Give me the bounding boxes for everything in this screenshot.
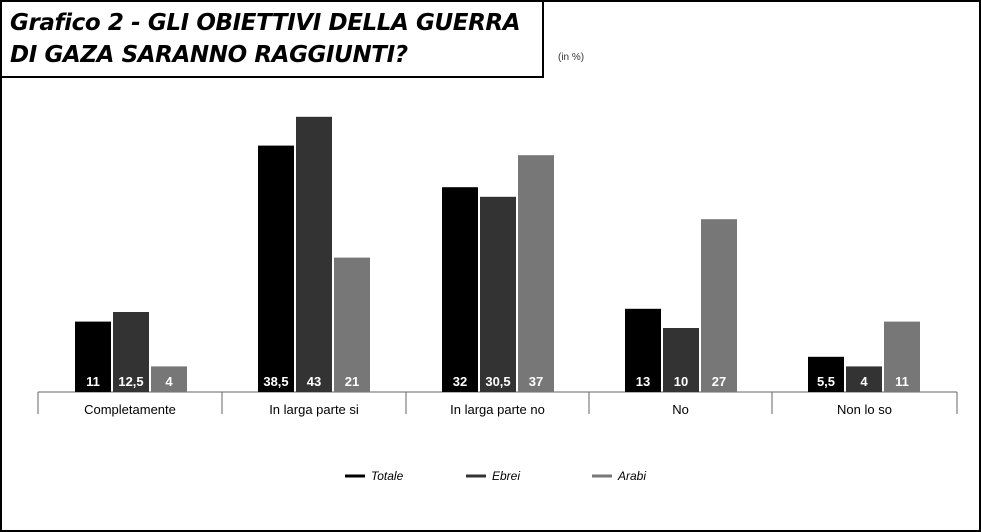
data-label-arabi-1: 4 [165,374,173,389]
legend-label-totale: Totale [371,469,404,483]
category-label-3: In larga parte no [450,402,545,417]
data-label-ebrei-5: 4 [860,374,868,389]
data-label-arabi-2: 21 [345,374,359,389]
chart-title-box: Grafico 2 - GLI OBIETTIVI DELLA GUERRA D… [2,2,544,78]
data-label-arabi-3: 37 [529,374,543,389]
data-label-ebrei-1: 12,5 [118,374,143,389]
category-label-5: Non lo so [837,402,892,417]
data-label-totale-4: 13 [636,374,650,389]
bar-arabi-5 [884,321,920,392]
bar-totale-5 [808,356,844,392]
legend-label-arabi: Arabi [617,469,646,483]
bar-ebrei-5 [846,366,882,392]
bar-arabi-2 [334,257,370,392]
category-label-1: Completamente [84,402,176,417]
bar-ebrei-2 [296,116,332,393]
data-label-ebrei-4: 10 [674,374,688,389]
category-label-2: In larga parte si [269,402,359,417]
bar-totale-2 [258,145,294,392]
bar-arabi-1 [151,366,187,392]
bar-totale-4 [625,308,661,392]
bar-ebrei-4 [663,328,699,392]
bar-ebrei-3 [480,196,516,392]
data-label-ebrei-3: 30,5 [485,374,510,389]
data-label-totale-1: 11 [86,374,100,389]
data-label-totale-5: 5,5 [817,374,835,389]
bar-arabi-4 [701,219,737,392]
bar-totale-1 [75,321,111,392]
data-label-arabi-4: 27 [712,374,726,389]
legend-label-ebrei: Ebrei [492,469,520,483]
data-label-totale-3: 32 [453,374,467,389]
chart-title-line-1: Grafico 2 - GLI OBIETTIVI DELLA GUERRA [10,10,521,36]
data-label-arabi-5: 11 [895,374,909,389]
bar-arabi-3 [518,155,554,392]
bar-ebrei-1 [113,312,149,392]
data-label-ebrei-2: 43 [307,374,321,389]
unit-note: (in %) [558,52,585,63]
data-label-totale-2: 38,5 [263,374,288,389]
category-label-4: No [672,402,689,417]
chart-title-line-2: DI GAZA SARANNO RAGGIUNTI? [10,42,408,68]
bar-totale-3 [442,187,478,392]
